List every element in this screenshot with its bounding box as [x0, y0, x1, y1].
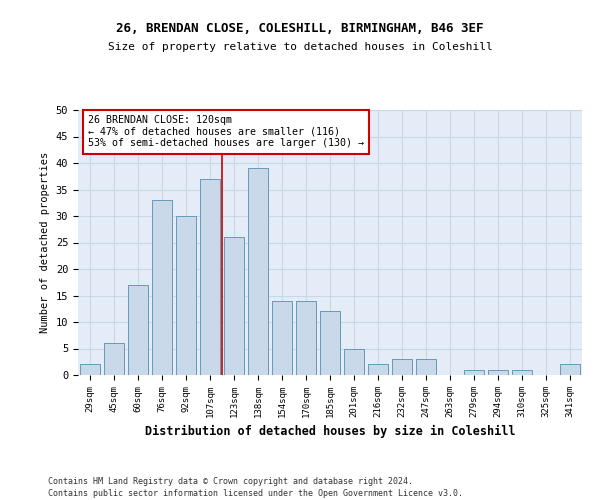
- Text: Contains public sector information licensed under the Open Government Licence v3: Contains public sector information licen…: [48, 489, 463, 498]
- Text: 26, BRENDAN CLOSE, COLESHILL, BIRMINGHAM, B46 3EF: 26, BRENDAN CLOSE, COLESHILL, BIRMINGHAM…: [116, 22, 484, 36]
- Bar: [152, 200, 172, 375]
- Bar: [272, 301, 292, 375]
- Bar: [176, 216, 196, 375]
- Text: Contains HM Land Registry data © Crown copyright and database right 2024.: Contains HM Land Registry data © Crown c…: [48, 478, 413, 486]
- Bar: [560, 364, 580, 375]
- Y-axis label: Number of detached properties: Number of detached properties: [40, 152, 50, 333]
- Bar: [248, 168, 268, 375]
- Bar: [488, 370, 508, 375]
- Bar: [512, 370, 532, 375]
- Bar: [368, 364, 388, 375]
- Bar: [416, 359, 436, 375]
- Bar: [296, 301, 316, 375]
- Text: Size of property relative to detached houses in Coleshill: Size of property relative to detached ho…: [107, 42, 493, 52]
- Bar: [104, 343, 124, 375]
- X-axis label: Distribution of detached houses by size in Coleshill: Distribution of detached houses by size …: [145, 426, 515, 438]
- Bar: [200, 179, 220, 375]
- Bar: [224, 237, 244, 375]
- Text: 26 BRENDAN CLOSE: 120sqm
← 47% of detached houses are smaller (116)
53% of semi-: 26 BRENDAN CLOSE: 120sqm ← 47% of detach…: [88, 116, 364, 148]
- Bar: [128, 285, 148, 375]
- Bar: [392, 359, 412, 375]
- Bar: [320, 312, 340, 375]
- Bar: [80, 364, 100, 375]
- Bar: [464, 370, 484, 375]
- Bar: [344, 348, 364, 375]
